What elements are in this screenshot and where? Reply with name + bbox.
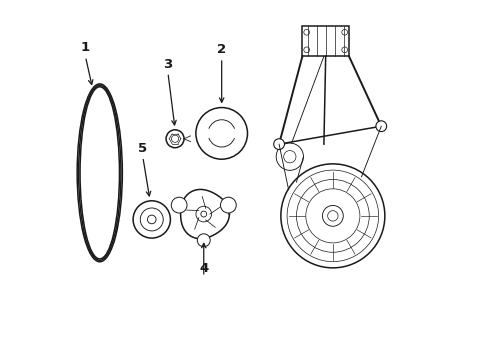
Circle shape xyxy=(220,197,236,213)
Bar xyxy=(302,26,349,56)
Text: 3: 3 xyxy=(163,58,172,71)
Circle shape xyxy=(197,234,210,247)
Text: 5: 5 xyxy=(138,142,147,155)
Circle shape xyxy=(376,121,387,132)
Circle shape xyxy=(274,139,285,149)
Circle shape xyxy=(172,197,187,213)
Text: 2: 2 xyxy=(217,43,226,56)
Text: 4: 4 xyxy=(199,262,208,275)
Text: 1: 1 xyxy=(81,41,90,54)
